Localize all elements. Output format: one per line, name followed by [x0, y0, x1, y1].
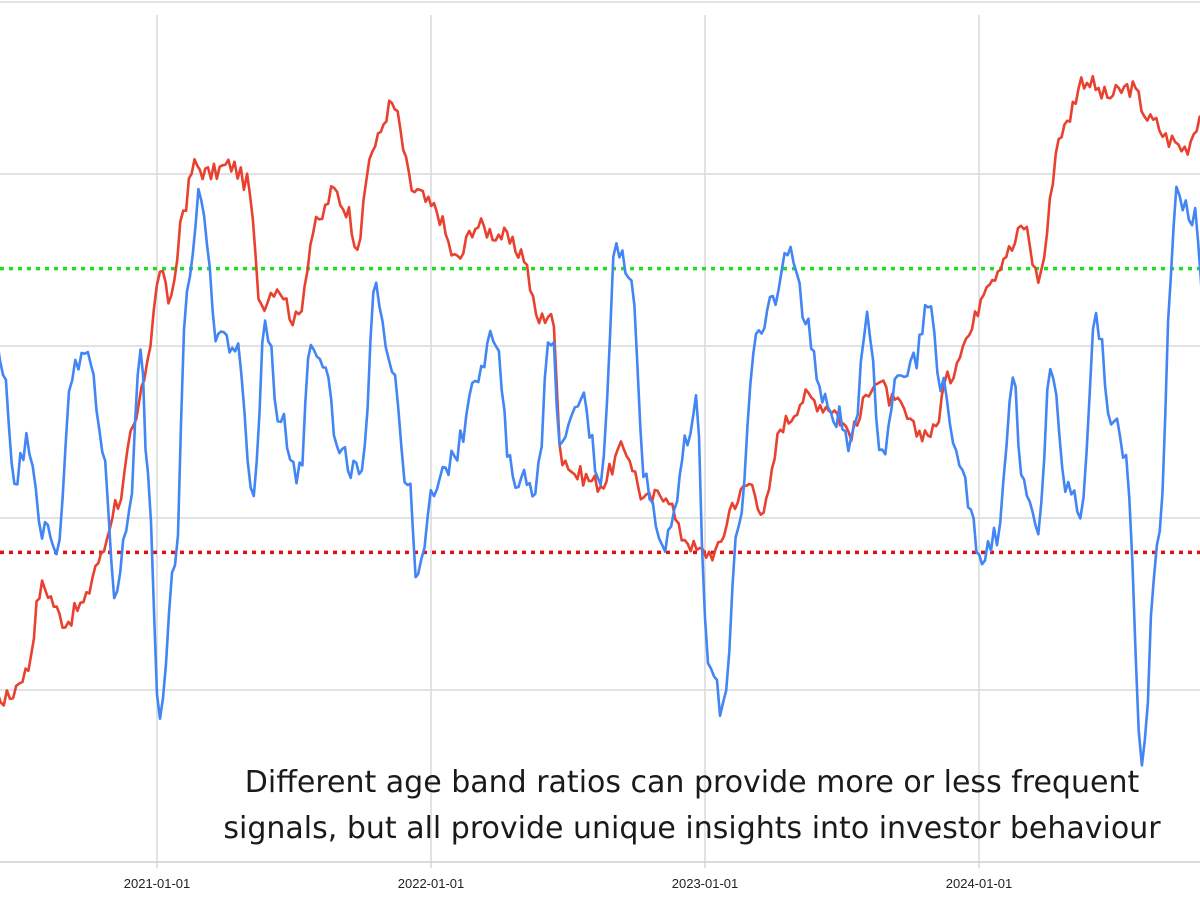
x-tick-label: 2024-01-01	[946, 876, 1013, 891]
annotation-line-2: signals, but all provide unique insights…	[223, 811, 1161, 846]
threshold-lines	[0, 266, 1200, 555]
series-line-blue	[0, 185, 1200, 767]
x-tick-label: 2021-01-01	[124, 876, 191, 891]
series-lines	[0, 74, 1200, 767]
x-axis-ticks: 2021-01-01 2022-01-01 2023-01-01 2024-01-01	[124, 876, 1013, 891]
annotation-line-1: Different age band ratios can provide mo…	[245, 765, 1140, 800]
series-line-red	[0, 74, 1200, 707]
x-tick-label: 2022-01-01	[398, 876, 465, 891]
x-tick-label: 2023-01-01	[672, 876, 739, 891]
